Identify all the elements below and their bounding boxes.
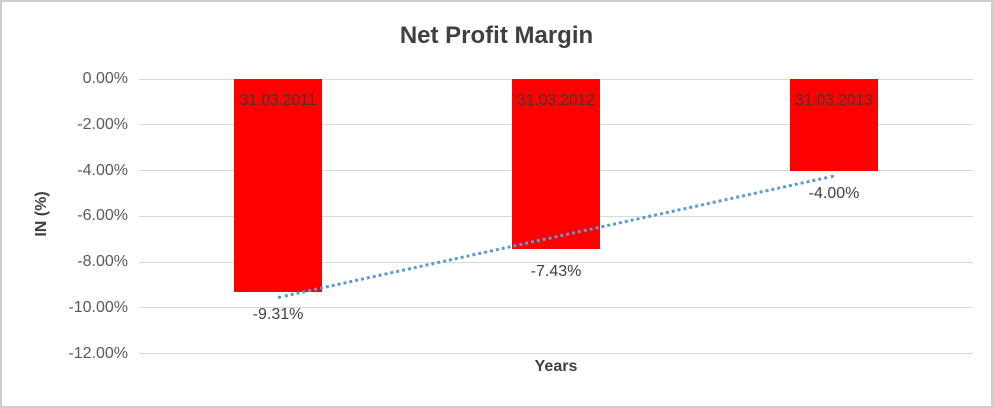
gridline <box>139 353 973 354</box>
x-axis-title: Years <box>534 358 578 375</box>
y-tick-label: -2.00% <box>77 115 128 133</box>
gridline <box>139 261 973 263</box>
bar[interactable] <box>234 79 322 292</box>
y-tick-label: 0.00% <box>82 70 128 87</box>
y-tick-label: -8.00% <box>77 253 128 270</box>
bar-value-label: -7.43% <box>530 262 582 280</box>
bar[interactable] <box>790 79 878 171</box>
bar-category-label: 31.03.2011 <box>239 92 317 109</box>
y-tick-label: -12.00% <box>68 344 128 362</box>
bar-category-label: 31.03.2012 <box>517 92 595 109</box>
bar-value-label: -9.31% <box>252 305 304 323</box>
bar[interactable] <box>512 79 600 249</box>
gridline <box>139 307 973 309</box>
bar-value-label: -4.00% <box>808 184 860 202</box>
bar-category-label: 31.03.2013 <box>795 92 873 109</box>
y-tick-label: -10.00% <box>68 298 128 316</box>
chart-title: Net Profit Margin <box>399 22 594 49</box>
y-tick-label: -4.00% <box>77 161 128 179</box>
y-tick-label: -6.00% <box>77 207 128 225</box>
